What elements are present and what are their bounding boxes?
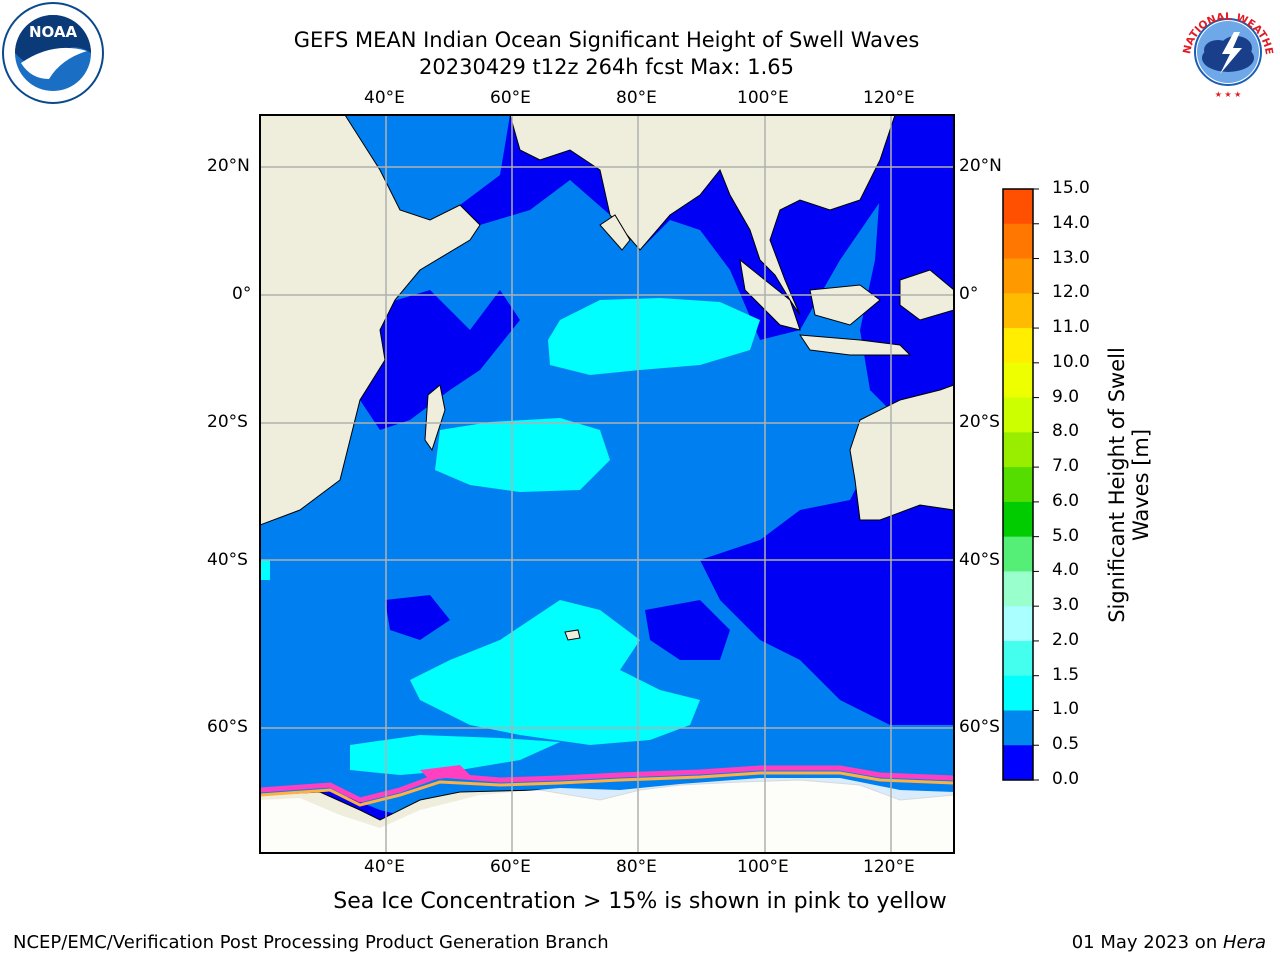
lon-tick-top-60e: 60°E xyxy=(490,88,531,108)
lon-tick-top-40e: 40°E xyxy=(364,88,405,108)
colorbar-label: Significant Height of Swell Waves [m] xyxy=(1105,347,1153,623)
colorbar-tick-label: 13.0 xyxy=(1052,247,1090,268)
colorbar-tick-label: 10.0 xyxy=(1052,351,1090,372)
colorbar-tick-label: 9.0 xyxy=(1052,386,1080,407)
ice-shelf xyxy=(260,778,954,853)
colorbar-band xyxy=(1003,432,1033,468)
noaa-logo: NOAA xyxy=(2,2,104,104)
lon-tick-bottom-40e: 40°E xyxy=(364,857,405,877)
graticule xyxy=(260,115,954,853)
colorbar-label-line-2: Waves [m] xyxy=(1129,428,1153,542)
map-frame xyxy=(259,114,955,854)
title-line-2: 20230429 t12z 264h fcst Max: 1.65 xyxy=(419,55,794,79)
lon-tick-top-100e: 100°E xyxy=(737,88,789,108)
footer-machine: Hera xyxy=(1222,932,1266,953)
colorbar-band xyxy=(1003,571,1033,607)
svg-text:NOAA: NOAA xyxy=(29,23,78,41)
colorbar-band xyxy=(1003,710,1033,746)
lat-tick-left-0: 0° xyxy=(232,284,252,304)
lat-tick-left-40s: 40°S xyxy=(207,550,248,570)
footer-date: 01 May 2023 on Hera xyxy=(1072,932,1266,953)
colorbar-tick-label: 3.0 xyxy=(1052,595,1080,616)
colorbar-band xyxy=(1003,745,1033,781)
lat-tick-right-0: 0° xyxy=(959,284,979,304)
lat-tick-left-20n: 20°N xyxy=(207,156,250,176)
colorbar-tick-label: 12.0 xyxy=(1052,282,1090,303)
colorbar-tick-label: 7.0 xyxy=(1052,456,1080,477)
colorbar-band xyxy=(1003,640,1033,677)
lat-tick-right-60s: 60°S xyxy=(959,717,1000,737)
lat-tick-left-20s: 20°S xyxy=(207,412,248,432)
lon-tick-bottom-100e: 100°E xyxy=(737,857,789,877)
lon-tick-bottom-80e: 80°E xyxy=(616,857,657,877)
colorbar-band xyxy=(1003,467,1033,503)
colorbar-tick-label: 1.0 xyxy=(1052,699,1080,720)
swell-high-regions xyxy=(260,298,760,775)
footer-date-text: 01 May 2023 on xyxy=(1071,932,1223,953)
colorbar-tick-label: 0.0 xyxy=(1052,769,1080,789)
colorbar-band xyxy=(1003,328,1033,364)
lon-tick-bottom-120e: 120°E xyxy=(863,857,915,877)
lon-tick-bottom-60e: 60°E xyxy=(490,857,531,877)
colorbar-band xyxy=(1003,362,1033,399)
sea-ice-edge xyxy=(260,765,954,807)
colorbar-band xyxy=(1003,501,1033,538)
nws-logo: NATIONAL WEATHER SERVICE ★ ★ ★ xyxy=(1178,2,1276,100)
colorbar-tick-label: 11.0 xyxy=(1052,317,1090,338)
colorbar-band xyxy=(1003,536,1033,572)
lon-tick-top-80e: 80°E xyxy=(616,88,657,108)
footer-credit: NCEP/EMC/Verification Post Processing Pr… xyxy=(13,932,609,953)
lat-tick-right-20s: 20°S xyxy=(959,412,1000,432)
colorbar-tick-label: 14.0 xyxy=(1052,212,1090,233)
colorbar-tick-label: 8.0 xyxy=(1052,421,1080,442)
title-line-1: GEFS MEAN Indian Ocean Significant Heigh… xyxy=(293,28,920,52)
lat-tick-right-40s: 40°S xyxy=(959,550,1000,570)
colorbar-band xyxy=(1003,397,1033,433)
colorbar-band xyxy=(1003,189,1033,225)
colorbar-tick-label: 6.0 xyxy=(1052,490,1080,511)
lat-tick-left-60s: 60°S xyxy=(207,717,248,737)
svg-text:★ ★ ★: ★ ★ ★ xyxy=(1215,90,1242,99)
colorbar-band xyxy=(1003,293,1033,329)
colorbar-tick-label: 1.5 xyxy=(1052,664,1080,685)
colorbar-label-line-1: Significant Height of Swell xyxy=(1105,347,1129,623)
colorbar-tick-label: 4.0 xyxy=(1052,560,1080,581)
colorbar-tick-label: 15.0 xyxy=(1052,178,1090,198)
colorbar-band xyxy=(1003,606,1033,642)
sea-ice-caption: Sea Ice Concentration > 15% is shown in … xyxy=(333,889,947,914)
colorbar-tick-label: 5.0 xyxy=(1052,525,1080,546)
colorbar-band xyxy=(1003,258,1033,294)
colorbar xyxy=(1003,188,1039,781)
lon-tick-top-120e: 120°E xyxy=(863,88,915,108)
colorbar-band xyxy=(1003,675,1033,711)
colorbar-tick-label: 2.0 xyxy=(1052,629,1080,650)
colorbar-tick-label: 0.5 xyxy=(1052,734,1080,755)
lat-tick-right-20n: 20°N xyxy=(959,156,1002,176)
colorbar-band xyxy=(1003,223,1033,260)
